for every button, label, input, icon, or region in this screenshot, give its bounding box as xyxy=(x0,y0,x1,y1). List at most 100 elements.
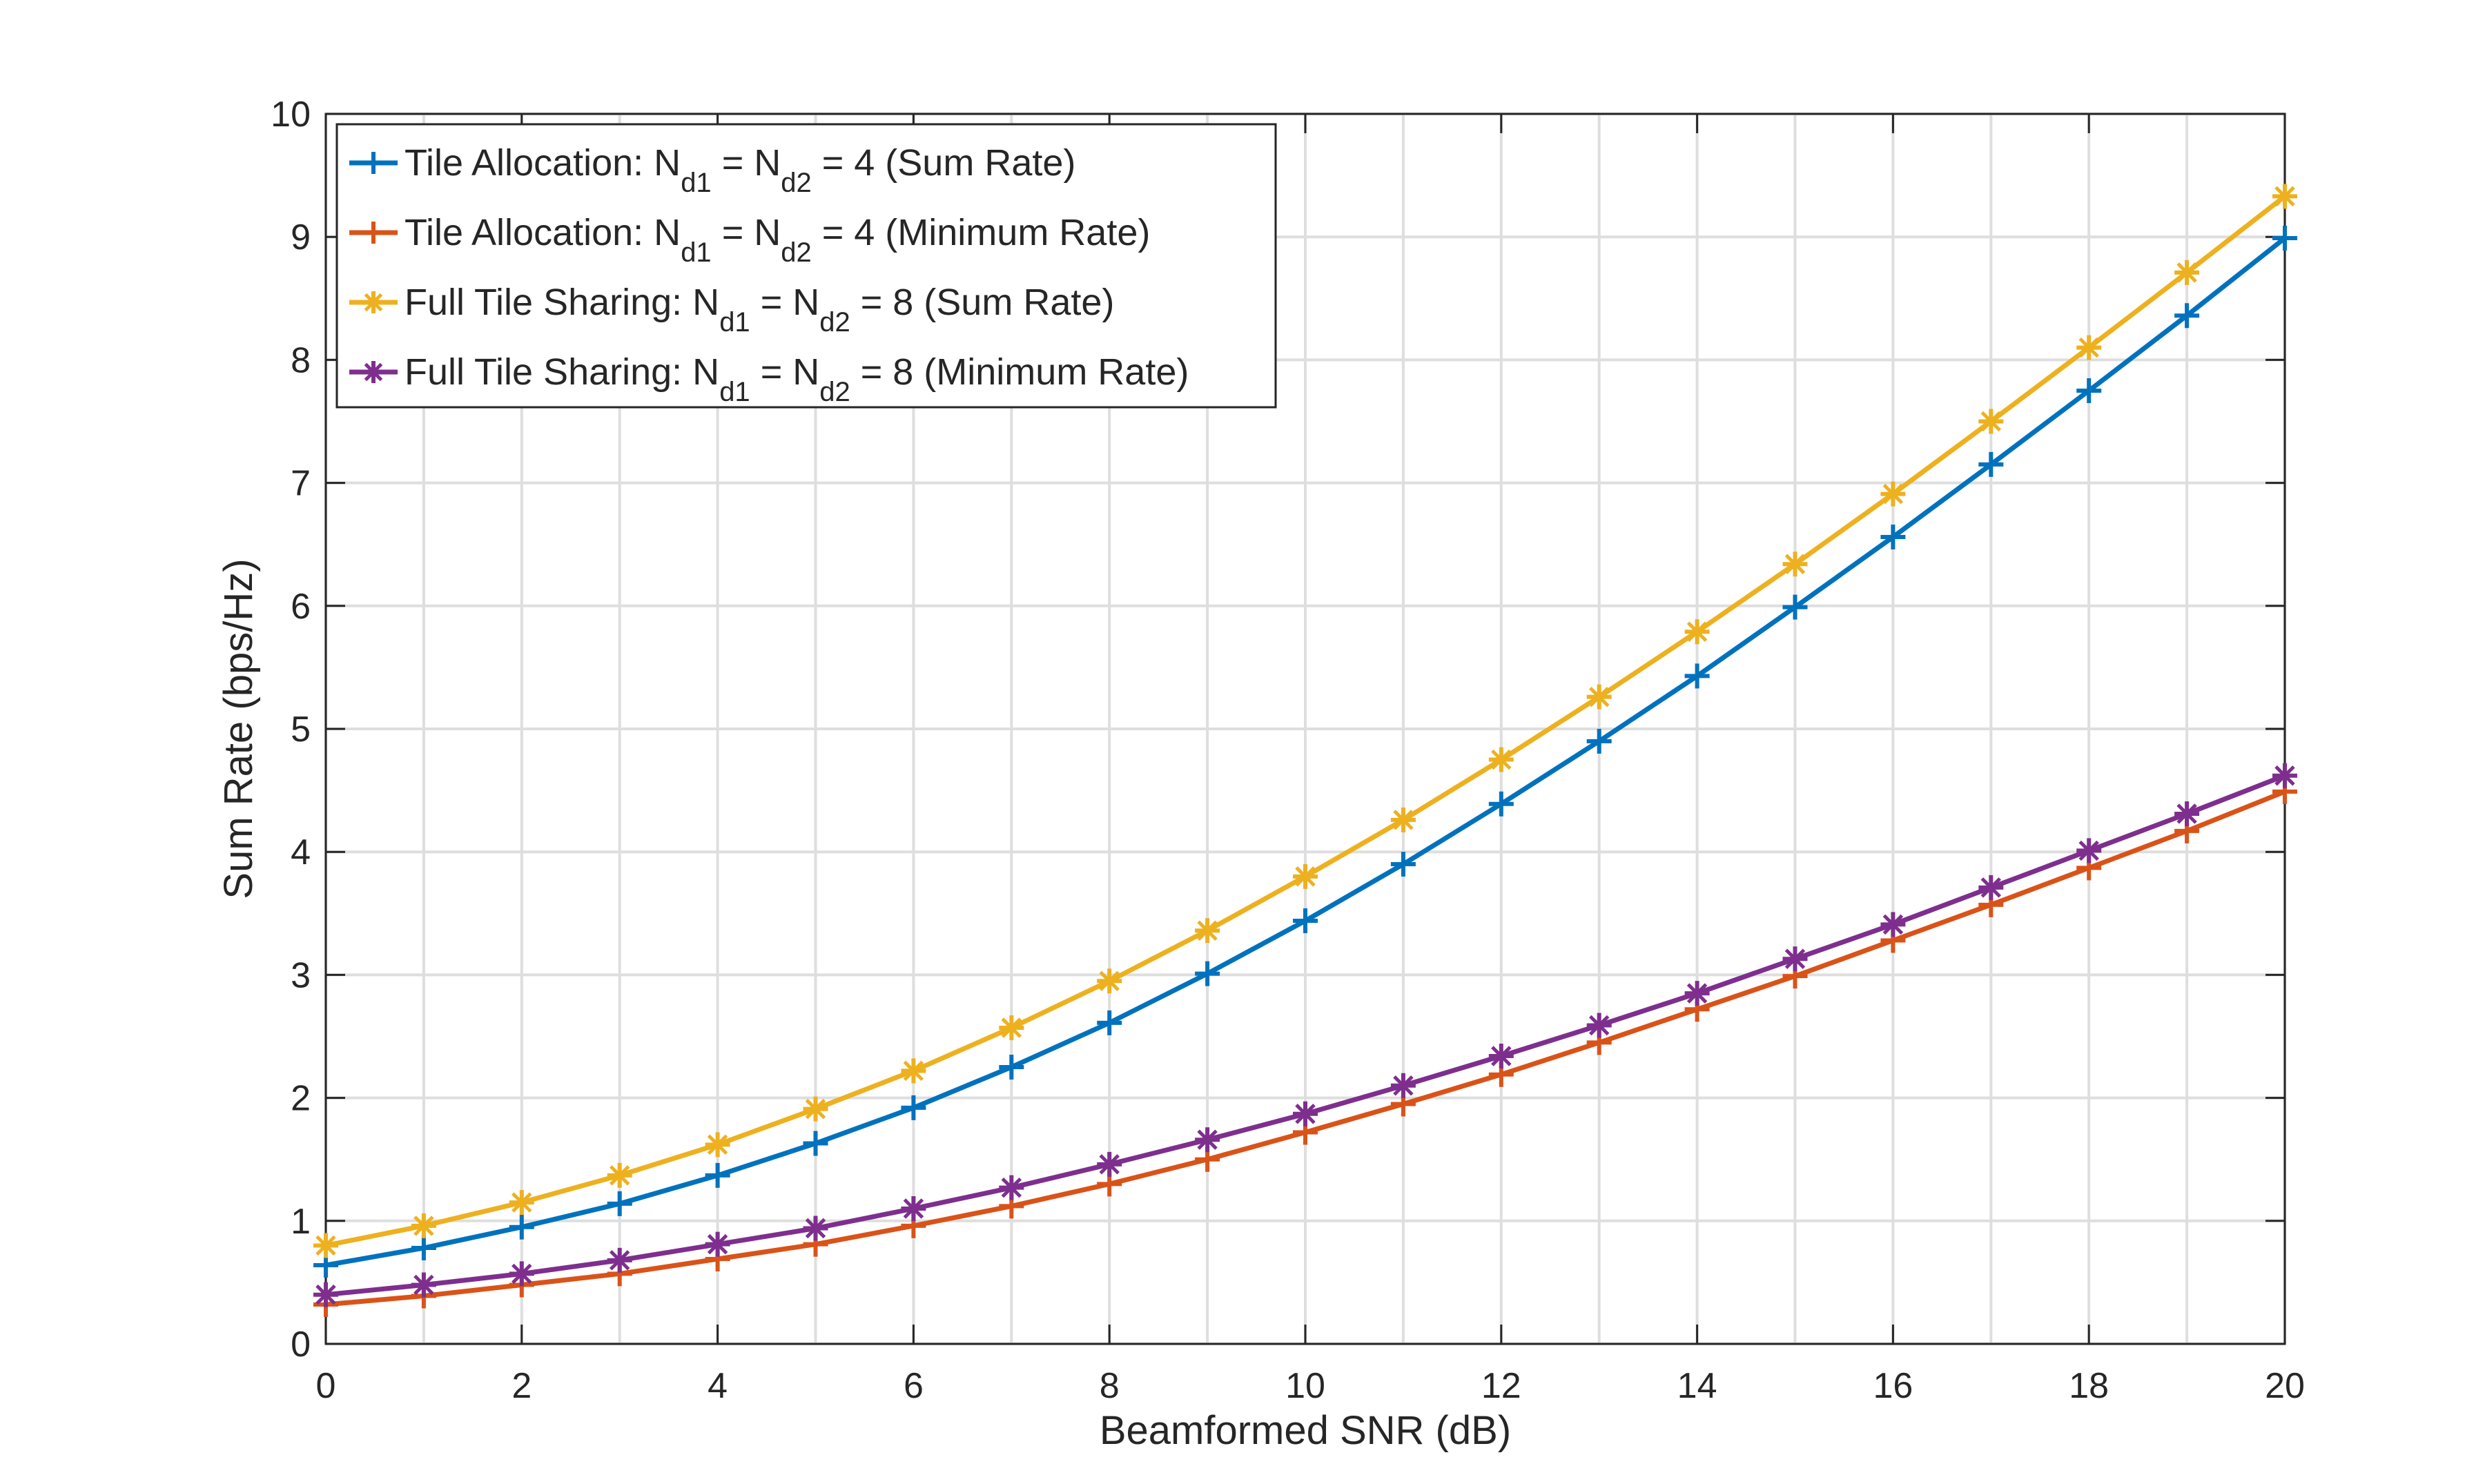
data-point xyxy=(1488,791,1514,817)
data-point xyxy=(1978,875,2004,900)
data-point xyxy=(1390,1073,1416,1098)
marker-stroke xyxy=(1001,1177,1022,1198)
data-point xyxy=(411,1272,436,1298)
data-point xyxy=(999,1055,1024,1080)
data-point xyxy=(1097,968,1122,994)
data-point xyxy=(1684,981,1710,1006)
legend-label: Tile Allocation: Nd1 = Nd2 = 4 (Sum Rate… xyxy=(405,142,1075,198)
marker-stroke xyxy=(2176,803,2197,824)
y-tick-label: 1 xyxy=(291,1202,311,1242)
data-point xyxy=(803,1131,828,1156)
marker-stroke xyxy=(1980,877,2002,898)
y-tick-label: 2 xyxy=(291,1079,311,1119)
data-point xyxy=(2076,335,2102,360)
x-tick-label: 2 xyxy=(511,1366,532,1406)
data-point xyxy=(509,1261,534,1287)
data-point xyxy=(705,1231,730,1257)
data-point xyxy=(313,1233,338,1258)
data-point xyxy=(1684,619,1710,645)
marker-stroke xyxy=(1784,948,1806,969)
data-point xyxy=(1293,1101,1318,1126)
legend-text-part: Tile Allocation: N xyxy=(405,142,681,184)
legend-subscript: d1 xyxy=(719,377,750,407)
legend-text-part: = 8 (Minimum Rate) xyxy=(850,351,1189,393)
marker-stroke xyxy=(1686,621,1708,642)
data-point xyxy=(1195,918,1220,944)
marker-stroke xyxy=(511,1192,532,1213)
y-tick-label: 8 xyxy=(291,340,311,380)
data-point xyxy=(2174,260,2200,285)
marker-stroke xyxy=(1686,983,1708,1004)
marker-stroke xyxy=(1099,970,1120,992)
legend-label: Tile Allocation: Nd1 = Nd2 = 4 (Minimum … xyxy=(405,212,1150,268)
x-tick-label: 14 xyxy=(1677,1366,1717,1406)
data-point xyxy=(1880,481,1906,507)
y-tick-label: 0 xyxy=(291,1325,311,1365)
legend-text-part: = 8 (Sum Rate) xyxy=(850,282,1115,323)
series-4 xyxy=(313,763,2297,1307)
x-tick-label: 18 xyxy=(2069,1366,2109,1406)
marker-stroke xyxy=(364,362,383,382)
marker-stroke xyxy=(1980,411,2002,432)
data-point xyxy=(313,1282,338,1307)
marker-stroke xyxy=(511,1263,532,1285)
marker-stroke xyxy=(1099,1154,1120,1175)
legend-item-4: Full Tile Sharing: Nd1 = Nd2 = 8 (Minimu… xyxy=(349,351,1189,407)
legend-box xyxy=(335,123,1277,409)
axes xyxy=(324,113,2286,1345)
legend-subscript: d2 xyxy=(781,237,812,268)
x-tick-label: 16 xyxy=(1873,1366,1913,1406)
marker-stroke xyxy=(903,1198,924,1219)
data-point xyxy=(2272,184,2297,209)
marker-stroke xyxy=(805,1098,826,1120)
data-point xyxy=(2174,303,2200,329)
data-point xyxy=(1195,961,1220,986)
legend: Tile Allocation: Nd1 = Nd2 = 4 (Sum Rate… xyxy=(335,123,1277,409)
y-tick-label: 9 xyxy=(291,217,311,257)
data-point xyxy=(1782,594,1808,620)
marker-stroke xyxy=(2176,262,2197,283)
marker-stroke xyxy=(364,293,383,312)
marker-stroke xyxy=(1001,1017,1022,1038)
data-point xyxy=(2272,763,2297,788)
data-point xyxy=(1097,1010,1122,1035)
legend-subscript: d1 xyxy=(719,307,750,338)
marker-stroke xyxy=(609,1250,630,1271)
y-axis-label: Sum Rate (bps/Hz) xyxy=(216,558,261,899)
data-point xyxy=(1782,946,1808,972)
data-point xyxy=(901,1095,926,1120)
marker-stroke xyxy=(413,1215,434,1236)
data-point xyxy=(705,1162,730,1188)
data-point xyxy=(705,1132,730,1158)
legend-text-part: = N xyxy=(712,142,781,184)
marker-stroke xyxy=(1491,1046,1512,1066)
data-point xyxy=(1390,852,1416,877)
marker-stroke xyxy=(315,1235,336,1256)
y-tick-label: 4 xyxy=(291,832,311,872)
marker-stroke xyxy=(1588,686,1610,707)
marker-stroke xyxy=(1197,1129,1218,1150)
series-layer xyxy=(313,184,2297,1317)
marker-stroke xyxy=(1882,914,1904,935)
marker-stroke xyxy=(1784,554,1806,574)
marker-stroke xyxy=(1491,749,1512,770)
data-point xyxy=(2076,378,2102,403)
marker-stroke xyxy=(2078,337,2099,358)
data-point xyxy=(999,1015,1024,1041)
legend-text-part: = N xyxy=(750,351,820,393)
legend-text-part: Full Tile Sharing: N xyxy=(405,351,719,393)
data-point xyxy=(509,1214,534,1240)
y-tick-label: 10 xyxy=(271,95,311,135)
legend-text-part: Tile Allocation: N xyxy=(405,212,681,253)
marker-stroke xyxy=(1393,810,1414,830)
data-point xyxy=(803,1215,828,1241)
data-point xyxy=(411,1236,436,1261)
y-tick-label: 5 xyxy=(291,710,311,750)
data-point xyxy=(901,1195,926,1221)
marker-stroke xyxy=(805,1218,826,1239)
x-tick-label: 12 xyxy=(1481,1366,1521,1406)
data-point xyxy=(999,1175,1024,1200)
marker-stroke xyxy=(413,1274,434,1296)
